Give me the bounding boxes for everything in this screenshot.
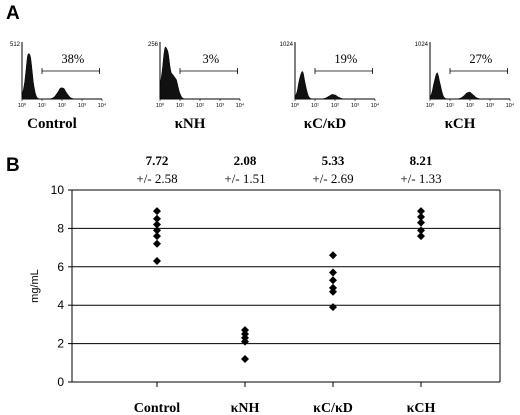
data-point (417, 226, 425, 235)
histogram-x-tick-label: 10³ (216, 103, 224, 109)
data-point (329, 303, 337, 312)
data-point (241, 354, 249, 363)
data-point (417, 212, 425, 221)
histogram-x-tick-label: 10⁰ (156, 102, 165, 109)
histogram-x-tick-label: 10⁴ (236, 102, 245, 109)
panel-a-letter: A (6, 3, 20, 24)
histogram-x-tick-label: 10⁰ (426, 102, 435, 109)
histogram-ymax-label: 512 (10, 42, 21, 48)
y-tick-label: 8 (57, 221, 64, 235)
mean-value: 8.21 (410, 153, 433, 168)
scatter-panel: 0 2 4 6 8 10 mg/mL Control 7.72 +/- 2.58 κNH 2.08 +/… (29, 153, 501, 415)
x-category-label: κNH (231, 401, 260, 415)
gate-percent: 38% (61, 52, 84, 66)
histogram-x-tick-label: 10⁴ (371, 102, 380, 109)
sd-value: +/- 2.58 (136, 171, 177, 186)
sd-value: +/- 1.33 (400, 171, 441, 186)
histogram-x-tick-label: 10³ (351, 103, 359, 109)
mean-value: 2.08 (234, 153, 257, 168)
sd-value: +/- 2.69 (312, 171, 353, 186)
histogram-x-tick-label: 10² (196, 103, 204, 109)
data-point (153, 239, 161, 248)
histogram-fill (159, 46, 240, 100)
data-point (153, 220, 161, 229)
histogram-name: κNH (175, 116, 206, 132)
histogram-x-tick-label: 10⁰ (291, 102, 300, 109)
histogram-x-tick-label: 10² (58, 103, 66, 109)
data-point (241, 337, 249, 346)
data-point (329, 268, 337, 277)
x-category-label: Control (134, 401, 181, 415)
histogram-x-tick-label: 10¹ (446, 103, 454, 109)
x-category-label: κC/κD (313, 401, 353, 415)
histogram-3: 1024 10⁰ 10¹ 10² 10³ 10⁴ 19% κC/κD (280, 42, 380, 132)
histogram-ymax-label: 1024 (280, 42, 294, 48)
histogram-x-tick-label: 10² (466, 103, 474, 109)
histogram-x-tick-label: 10² (331, 103, 339, 109)
panel-b-letter: B (6, 155, 20, 176)
data-point (153, 257, 161, 266)
data-point (153, 232, 161, 241)
histogram-x-tick-label: 10³ (486, 103, 494, 109)
data-point (417, 218, 425, 227)
data-point (417, 232, 425, 241)
histogram-fill (21, 53, 102, 100)
histogram-fill (429, 72, 510, 100)
histogram-x-tick-label: 10¹ (176, 103, 184, 109)
data-point (153, 226, 161, 235)
histogram-x-tick-label: 10⁴ (506, 102, 515, 109)
mean-value: 5.33 (322, 153, 345, 168)
histogram-4: 1024 10⁰ 10¹ 10² 10³ 10⁴ 27% κCH (415, 42, 515, 132)
histogram-x-tick-label: 10³ (78, 103, 86, 109)
y-tick-label: 0 (57, 375, 64, 389)
histogram-x-tick-label: 10⁰ (18, 102, 27, 109)
y-tick-label: 10 (51, 183, 65, 197)
data-point (329, 276, 337, 285)
sd-value: +/- 1.51 (224, 171, 265, 186)
histogram-2: 256 10⁰ 10¹ 10² 10³ 10⁴ 3% κNH (148, 42, 245, 132)
y-tick-label: 2 (57, 337, 64, 351)
gate-percent: 19% (334, 52, 357, 66)
histogram-panel: 512 10⁰ 10¹ 10² 10³ 10⁴ 38% Control 256 10⁰ 10¹ 10²… (10, 42, 515, 132)
data-point (329, 287, 337, 296)
histogram-name: κC/κD (304, 116, 347, 132)
y-axis-label: mg/mL (29, 269, 41, 303)
histogram-x-tick-label: 10¹ (311, 103, 319, 109)
x-category-label: κCH (407, 401, 436, 415)
histogram-fill (294, 70, 375, 100)
gate-percent: 3% (202, 52, 219, 66)
data-point (417, 207, 425, 216)
histogram-name: Control (27, 116, 77, 132)
data-point (153, 214, 161, 223)
histogram-ymax-label: 1024 (415, 42, 429, 48)
data-point (153, 207, 161, 216)
data-point (329, 251, 337, 260)
histogram-name: κCH (445, 116, 476, 132)
y-tick-label: 4 (57, 298, 64, 312)
histogram-x-tick-label: 10¹ (38, 103, 46, 109)
histogram-ymax-label: 256 (148, 42, 159, 48)
y-tick-label: 6 (57, 260, 64, 274)
gate-percent: 27% (469, 52, 492, 66)
histogram-1: 512 10⁰ 10¹ 10² 10³ 10⁴ 38% Control (10, 42, 107, 132)
mean-value: 7.72 (146, 153, 169, 168)
histogram-x-tick-label: 10⁴ (98, 102, 107, 109)
